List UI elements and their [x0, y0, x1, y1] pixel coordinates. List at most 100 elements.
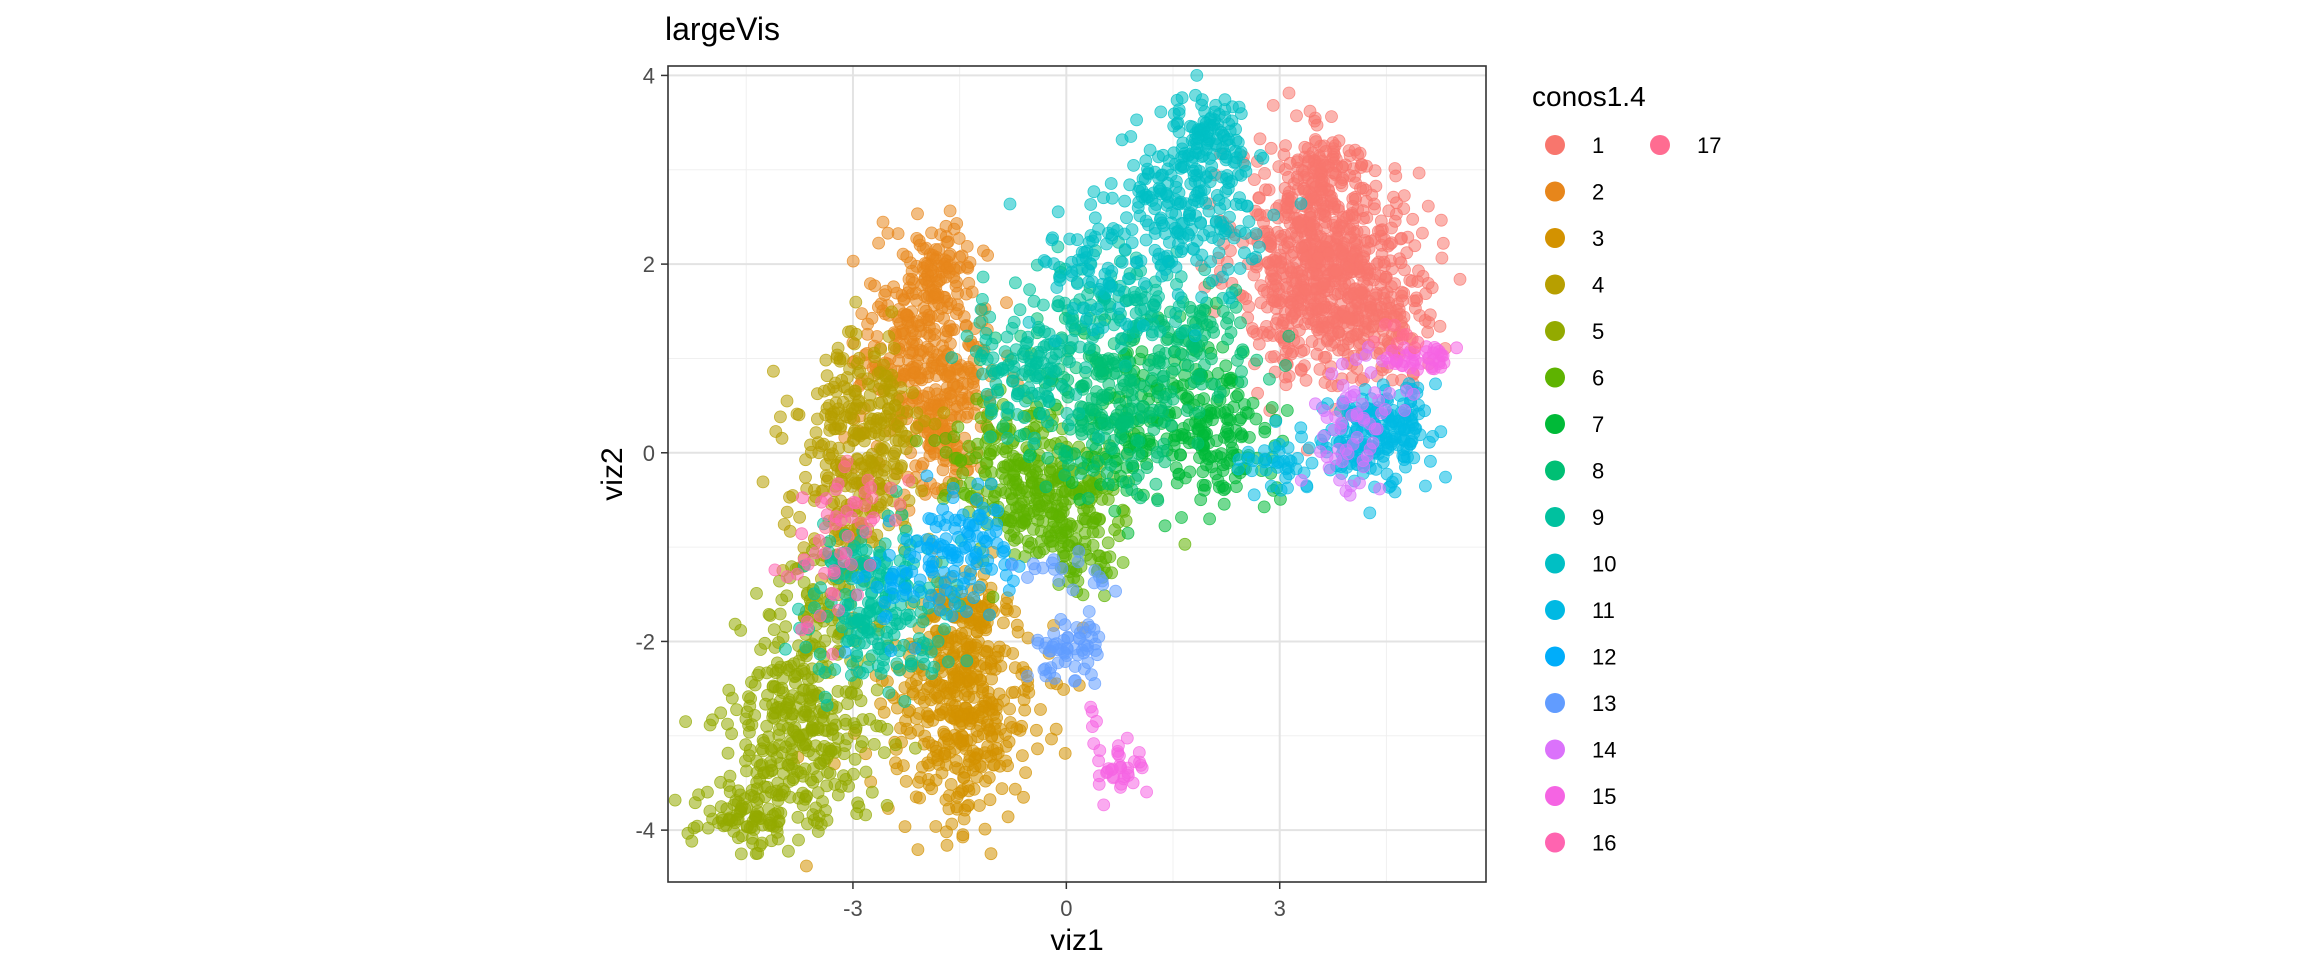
data-point	[1093, 365, 1105, 377]
data-point	[1372, 225, 1384, 237]
data-point	[780, 621, 792, 633]
data-point	[1037, 515, 1049, 527]
data-point	[1052, 300, 1064, 312]
data-point	[1220, 154, 1232, 166]
data-point	[1224, 292, 1236, 304]
data-point	[1144, 411, 1156, 423]
data-point	[888, 448, 900, 460]
data-point	[1267, 99, 1279, 111]
data-point	[842, 698, 854, 710]
data-point	[1135, 492, 1147, 504]
data-point	[1401, 247, 1413, 259]
data-point	[1030, 724, 1042, 736]
data-point	[1023, 316, 1035, 328]
data-point	[776, 789, 788, 801]
data-point	[947, 492, 959, 504]
data-point	[890, 468, 902, 480]
data-point	[1119, 195, 1131, 207]
data-point	[1038, 255, 1050, 267]
data-point	[922, 716, 934, 728]
data-point	[827, 729, 839, 741]
data-point	[1140, 234, 1152, 246]
data-point	[1171, 118, 1183, 130]
data-point	[891, 658, 903, 670]
data-point	[1264, 240, 1276, 252]
data-point	[921, 470, 933, 482]
data-point	[1098, 192, 1110, 204]
data-point	[1281, 405, 1293, 417]
data-point	[1255, 280, 1267, 292]
data-point	[1454, 273, 1466, 285]
data-point	[1146, 195, 1158, 207]
data-point	[925, 589, 937, 601]
data-point	[1032, 743, 1044, 755]
data-point	[1311, 348, 1323, 360]
data-point	[1075, 467, 1087, 479]
data-point	[1435, 426, 1447, 438]
data-point	[1062, 631, 1074, 643]
data-point	[1001, 401, 1013, 413]
data-point	[1192, 438, 1204, 450]
data-point	[968, 592, 980, 604]
data-point	[1398, 190, 1410, 202]
data-point	[1006, 559, 1018, 571]
data-point	[1144, 144, 1156, 156]
data-point	[1321, 335, 1333, 347]
data-point	[1191, 254, 1203, 266]
data-point	[1067, 302, 1079, 314]
data-point	[1108, 435, 1120, 447]
data-point	[1279, 229, 1291, 241]
data-point	[1042, 391, 1054, 403]
data-point	[729, 618, 741, 630]
data-point	[1263, 373, 1275, 385]
data-point	[1091, 303, 1103, 315]
data-point	[875, 668, 887, 680]
data-point	[1173, 108, 1185, 120]
data-point	[1303, 442, 1315, 454]
data-point	[890, 739, 902, 751]
data-point	[1121, 420, 1133, 432]
data-point	[1243, 453, 1255, 465]
data-point	[1222, 263, 1234, 275]
data-point	[1260, 184, 1272, 196]
data-point	[1004, 198, 1016, 210]
data-point	[1018, 694, 1030, 706]
data-point	[1333, 344, 1345, 356]
data-point	[1049, 335, 1061, 347]
data-point	[1023, 382, 1035, 394]
data-point	[794, 511, 806, 523]
data-point	[1222, 183, 1234, 195]
data-point	[977, 271, 989, 283]
data-point	[793, 834, 805, 846]
data-point	[1124, 374, 1136, 386]
chart-title: largeVis	[665, 11, 780, 47]
data-point	[1194, 305, 1206, 317]
data-point	[1250, 228, 1262, 240]
data-point	[774, 411, 786, 423]
data-point	[1109, 524, 1121, 536]
data-point	[871, 684, 883, 696]
data-point	[1140, 155, 1152, 167]
data-point	[1007, 648, 1019, 660]
data-point	[1217, 305, 1229, 317]
data-point	[1050, 526, 1062, 538]
data-point	[910, 713, 922, 725]
data-point	[983, 772, 995, 784]
data-point	[932, 541, 944, 553]
data-point	[841, 733, 853, 745]
data-point	[1082, 619, 1094, 631]
data-point	[1163, 236, 1175, 248]
data-point	[1259, 167, 1271, 179]
data-point	[781, 698, 793, 710]
data-point	[1155, 106, 1167, 118]
data-point	[1024, 284, 1036, 296]
data-point	[923, 561, 935, 573]
data-point	[1180, 392, 1192, 404]
data-point	[1004, 474, 1016, 486]
data-point	[1122, 527, 1134, 539]
data-point	[875, 642, 887, 654]
data-point	[1398, 287, 1410, 299]
data-point	[1157, 405, 1169, 417]
data-point	[753, 667, 765, 679]
data-point	[934, 604, 946, 616]
